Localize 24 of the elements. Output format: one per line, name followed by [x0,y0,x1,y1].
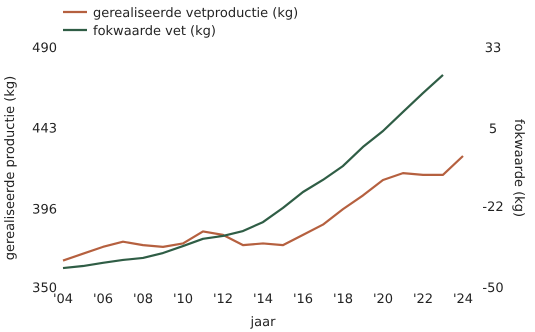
x-tick-label: '24 [452,292,474,308]
x-tick-label: '10 [172,292,194,308]
x-tick-label: '14 [252,292,274,308]
y-tick-label: 396 [32,202,57,218]
x-tick-label: '20 [372,292,394,308]
x-tick-label: '12 [212,292,234,308]
x-tick-label: '08 [132,292,154,308]
line-series [62,74,444,270]
x-axis-title: jaar [250,315,276,330]
y2-axis-title: fokwaarde (kg) [511,118,526,218]
x-tick-label: '18 [332,292,354,308]
x-tick-label: '22 [412,292,434,308]
y-tick-label: 490 [32,41,57,56]
x-tick-label: '06 [92,292,114,308]
x-tick-label: '16 [292,292,314,308]
y-tick-label: 443 [32,122,57,137]
y2-tick-label: 5 [488,122,498,138]
y2-tick-label: -22 [482,200,504,216]
legend-label: fokwaarde vet (kg) [93,24,216,39]
legend-label: gerealiseerde vetproductie (kg) [93,6,298,21]
line-series [62,154,464,262]
y2-tick-label: 33 [484,41,502,56]
y2-tick-label: -50 [482,281,504,296]
y-axis-title: gerealiseerde productie (kg) [3,76,18,260]
